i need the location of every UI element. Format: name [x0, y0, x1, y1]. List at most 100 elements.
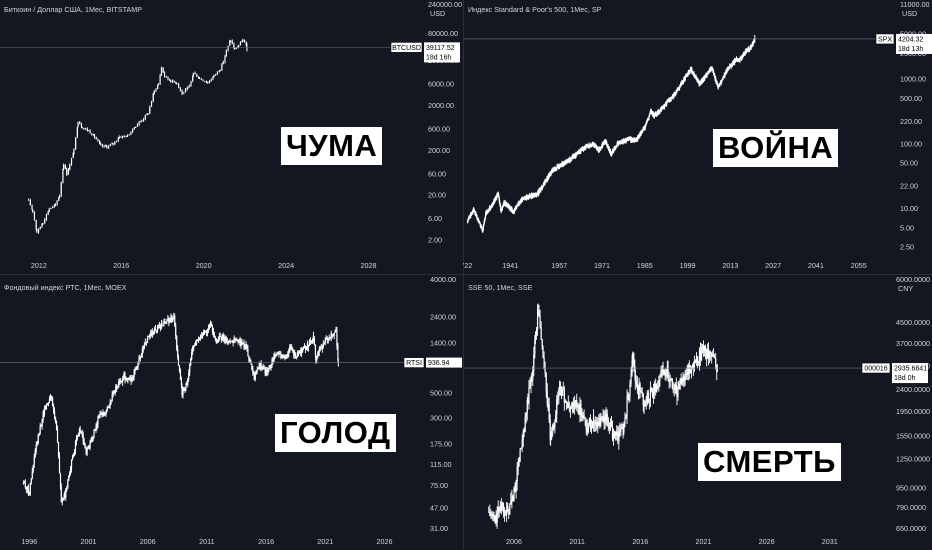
btc-candle-body [63, 164, 65, 170]
sse50-candle-body [687, 365, 689, 367]
btc-chart-panel[interactable]: Биткоин / Доллар США, 1Мес, BITSTAMP 2400… [0, 0, 463, 274]
sse50-y-tick: 790.0000 [896, 503, 926, 512]
sse50-candle-body [493, 514, 495, 519]
btc-candle-body [207, 82, 209, 84]
sse50-candle-body [495, 516, 497, 523]
btc-candle-body [103, 145, 105, 147]
rtsi-candle-body [24, 482, 26, 488]
rtsi-candle-body [219, 336, 221, 338]
rtsi-candle-body [248, 356, 250, 362]
sse50-candle-body [696, 356, 699, 363]
rtsi-candle-body [46, 403, 49, 405]
sse50-candle-body [534, 338, 536, 355]
rtsi-candle-body [56, 428, 59, 443]
btc-candle-body [105, 145, 107, 147]
rtsi-candle-body [51, 398, 54, 406]
rtsi-candle-body [126, 378, 128, 379]
spx-x-tick: 1941 [502, 261, 518, 270]
btc-x-tick: 2016 [113, 261, 129, 270]
rtsi-candle-body [243, 342, 245, 349]
btc-candle-body [162, 67, 164, 73]
rtsi-candle-body [119, 380, 121, 382]
btc-candle-body [188, 86, 190, 88]
rtsi-candle-body [45, 404, 48, 410]
sse50-series [488, 303, 718, 529]
btc-candle-body [210, 79, 212, 82]
rtsi-candle-body [124, 374, 126, 380]
sse50-y-tick: 1550.0000 [896, 432, 930, 441]
sse50-candle-body [575, 400, 577, 402]
rtsi-candle-body [25, 487, 27, 490]
sse50-candle-body [608, 426, 610, 429]
sse50-candle-body [642, 394, 644, 406]
rtsi-candle-body [252, 368, 254, 374]
rtsi-candle-body [142, 348, 144, 350]
rtsi-candle-body [230, 341, 232, 343]
btc-candle-body [157, 83, 159, 85]
sse50-candle-body [655, 383, 657, 393]
spx-candle-body [606, 144, 608, 147]
rtsi-candle-body [171, 316, 173, 320]
rtsi-candle-body [168, 321, 170, 324]
rtsi-candle-body [47, 402, 50, 404]
sse50-candle-body [624, 418, 626, 425]
sse50-candle-body [679, 383, 681, 390]
rtsi-candle-body [157, 326, 160, 328]
spx-x-tick: 1985 [637, 261, 653, 270]
sse50-candle-body [714, 357, 716, 359]
sse50-candle-body [548, 404, 550, 420]
sse50-candle-body [680, 378, 682, 384]
sse50-candle-body [673, 389, 675, 391]
rtsi-chart-panel[interactable]: Фондовый индекс РТС, 1Мес, MOEX 4000.00 24… [0, 275, 463, 550]
sse50-candle-body [683, 376, 685, 381]
btc-candle-body [179, 87, 181, 91]
btc-candle-body [173, 80, 175, 83]
rtsi-candle-body [110, 400, 112, 402]
btc-candle-body [140, 120, 142, 123]
btc-candle-body [95, 137, 97, 140]
rtsi-candle-body [147, 336, 149, 340]
rtsi-candle-body [315, 354, 317, 361]
btc-candle-body [221, 63, 223, 71]
rtsi-candle-body [316, 358, 318, 361]
rtsi-candle-body [313, 338, 316, 346]
spx-chart-panel[interactable]: Индекс Standard & Poor's 500, 1Мес, SP 11… [463, 0, 932, 274]
rtsi-candle-body [35, 444, 37, 452]
sse50-candle-body [554, 421, 556, 428]
rtsi-candle-body [109, 401, 111, 405]
sse50-candle-body [619, 428, 621, 432]
sse50-candle-body [691, 364, 694, 369]
btc-candle-body [231, 40, 233, 44]
rtsi-candle-body [197, 339, 199, 341]
rtsi-candle-body [278, 353, 280, 355]
btc-candle-body [122, 135, 124, 138]
sse50-candle-body [494, 516, 496, 521]
rtsi-candle-body [255, 370, 257, 373]
label-war: ВОЙНА [713, 129, 839, 167]
sse50-candle-body [594, 423, 596, 425]
sse50-candle-body [555, 415, 557, 422]
rtsi-candle-body [145, 341, 147, 343]
sse50-x-tick: 2031 [822, 537, 838, 546]
spx-candle-body [642, 128, 644, 131]
btc-currency-label: USD [430, 9, 445, 18]
spx-candle-body [649, 114, 651, 116]
rtsi-candle-body [314, 345, 317, 355]
sse50-candle-body [520, 447, 522, 450]
spx-symbol: SPX [878, 37, 892, 44]
spx-candle-body [602, 144, 604, 146]
spx-candle-body [721, 81, 723, 83]
rtsi-candle-body [240, 341, 242, 346]
sse50-y-tick: 3700.0000 [896, 339, 930, 348]
spx-candle-body [544, 180, 546, 183]
spx-candle-body [500, 206, 502, 210]
spx-currency-label: USD [902, 9, 917, 18]
rtsi-candle-body [120, 380, 122, 382]
spx-candle-body [479, 225, 482, 227]
btc-candle-body [208, 81, 211, 83]
sse50-chart-panel[interactable]: SSE 50, 1Мес, SSE 6000.0000 CNY 4500.0000 37… [464, 275, 932, 550]
sse50-candle-body [563, 387, 565, 403]
spx-candle-body [639, 134, 641, 137]
rtsi-candle-body [308, 340, 311, 346]
rtsi-candle-body [287, 353, 289, 357]
